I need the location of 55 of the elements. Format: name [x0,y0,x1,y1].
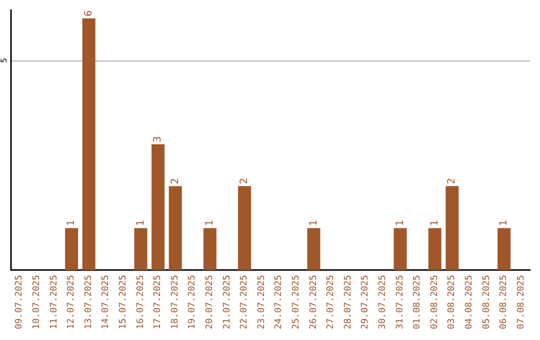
x-tick-label: 14.07.2025 [101,275,112,330]
x-tick-label: 01.08.2025 [412,275,423,330]
x-tick-label: 13.07.2025 [84,275,94,330]
x-tick-label: 07.08.2025 [516,275,526,330]
x-tick-label: 02.08.2025 [430,275,440,330]
x-tick-label: 19.07.2025 [188,275,198,330]
data-label: 1 [429,220,440,226]
bar [82,18,96,270]
bar [394,228,407,270]
x-tick-label: 12.07.2025 [66,275,77,330]
bar [498,228,511,270]
x-tick-label: 25.07.2025 [291,275,302,330]
x-tick-label: 16.07.2025 [136,275,146,330]
data-label: 2 [446,178,458,184]
data-label: 1 [394,220,406,226]
x-tick-label: 22.07.2025 [240,275,250,330]
data-label: 1 [135,220,146,226]
x-tick-label: 30.07.2025 [378,275,388,330]
data-label: 1 [498,220,510,226]
x-tick-label: 17.07.2025 [153,275,164,330]
bar [238,186,252,270]
x-tick-label: 27.07.2025 [326,275,336,330]
bar [428,228,442,270]
x-tick-label: 06.08.2025 [499,275,510,330]
bar [65,228,78,270]
x-tick-label: 11.07.2025 [49,275,60,330]
data-label: 2 [239,178,250,184]
x-tick-label: 20.07.2025 [204,275,215,330]
bar [446,186,459,270]
data-label: 6 [83,10,94,16]
x-tick-label: 29.07.2025 [360,275,371,330]
data-label: 1 [308,220,320,226]
x-tick-label: 18.07.2025 [170,275,180,330]
x-tick-label: 31.07.2025 [395,275,406,330]
data-label: 2 [170,178,181,184]
x-tick-label: 21.07.2025 [222,275,232,330]
x-tick-label: 09.07.2025 [14,275,25,330]
bar [134,228,148,270]
bar [152,144,165,270]
x-tick-label: 03.08.2025 [447,275,458,330]
x-tick-label: 23.07.2025 [256,275,267,330]
bar [203,228,216,270]
x-tick-label: 26.07.2025 [308,275,319,330]
bar [168,186,182,270]
bar [307,228,320,270]
data-label: 1 [204,220,216,226]
y-tick-label: 5 [0,58,8,63]
data-label: 3 [152,136,164,142]
x-tick-label: 04.08.2025 [464,275,474,330]
x-tick-label: 28.07.2025 [343,275,354,330]
x-tick-label: 15.07.2025 [118,275,128,330]
x-tick-label: 05.08.2025 [482,275,492,330]
data-label: 1 [66,220,78,226]
x-tick-label: 10.07.2025 [32,275,42,330]
x-tick-label: 24.07.2025 [274,275,284,330]
